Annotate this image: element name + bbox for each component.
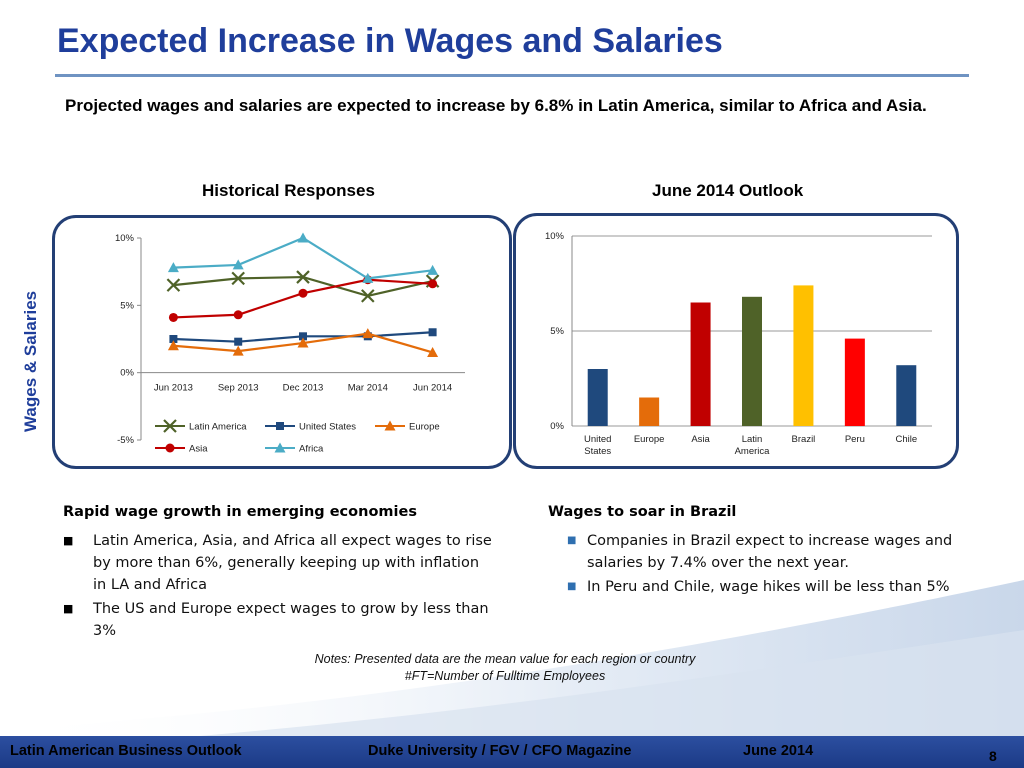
x-tick-label: Brazil bbox=[792, 434, 816, 445]
legend-marker bbox=[163, 419, 177, 433]
outlook-chart-panel: 10% 5% 0% United States Europe Asia Latin Americ… bbox=[513, 213, 959, 469]
legend-item: Asia bbox=[155, 443, 208, 455]
data-point bbox=[297, 337, 309, 348]
legend-marker bbox=[276, 422, 284, 430]
title-divider bbox=[55, 74, 969, 77]
data-point bbox=[232, 259, 244, 270]
data-point bbox=[299, 332, 307, 341]
x-tick-label: Latin America bbox=[735, 434, 771, 457]
legend-label: Latin America bbox=[189, 422, 247, 433]
series-line bbox=[173, 278, 433, 319]
legend-marker bbox=[165, 443, 175, 453]
series-europe bbox=[167, 328, 439, 357]
data-point bbox=[296, 270, 310, 284]
legend-label: Europe bbox=[409, 422, 440, 433]
data-point bbox=[234, 337, 243, 346]
slide-subtitle: Projected wages and salaries are expecte… bbox=[65, 96, 927, 115]
bar-brazil bbox=[793, 285, 814, 426]
legend-item: Latin America bbox=[155, 419, 247, 433]
y-axis-side-label: Wages & Salaries bbox=[21, 290, 40, 432]
y-tick-label: 10% bbox=[115, 233, 135, 244]
data-point bbox=[362, 328, 374, 339]
legend-label: Asia bbox=[189, 444, 208, 455]
page-number: 8 bbox=[989, 748, 997, 764]
legend-marker bbox=[384, 420, 396, 431]
y-tick-label: 5% bbox=[120, 300, 134, 311]
right-bullet-list: ■ Companies in Brazil expect to increase … bbox=[567, 530, 977, 600]
slide-title: Expected Increase in Wages and Salaries bbox=[57, 22, 723, 60]
legend: Latin America United States Europe Asia Afri… bbox=[155, 419, 440, 455]
x-tick-label: Asia bbox=[691, 434, 710, 445]
data-point bbox=[362, 272, 374, 283]
x-tick-label: United States bbox=[584, 434, 611, 457]
decorative-wave bbox=[0, 580, 1024, 740]
bar-asia bbox=[690, 302, 711, 426]
x-tick-label: Jun 2014 bbox=[413, 383, 452, 394]
footer-center-text: Duke University / FGV / CFO Magazine bbox=[368, 743, 632, 759]
data-point bbox=[297, 232, 309, 243]
legend-label: United States bbox=[299, 422, 356, 433]
y-tick-label: 10% bbox=[545, 231, 565, 242]
x-tick-label: Peru bbox=[845, 434, 865, 445]
left-column-heading: Rapid wage growth in emerging economies bbox=[63, 504, 417, 520]
list-item: ■ In Peru and Chile, wage hikes will be l… bbox=[567, 579, 950, 595]
x-tick-label: Chile bbox=[895, 434, 917, 445]
bar-chile bbox=[896, 365, 917, 426]
data-point bbox=[232, 345, 244, 356]
outlook-chart-title: June 2014 Outlook bbox=[652, 181, 804, 200]
x-tick-label: Mar 2014 bbox=[348, 383, 388, 394]
footer-date: June 2014 bbox=[743, 743, 814, 759]
left-bullet-list: ■ Latin America, Asia, and Africa all exp… bbox=[63, 530, 493, 644]
data-point bbox=[298, 288, 308, 298]
legend-marker bbox=[274, 442, 286, 453]
y-tick-label: 0% bbox=[120, 368, 134, 379]
bar-peru bbox=[844, 338, 865, 426]
notes-line-1: Notes: Presented data are the mean value… bbox=[314, 652, 696, 666]
y-tick-label: 0% bbox=[550, 421, 564, 432]
bar-latin-america bbox=[742, 296, 762, 426]
data-point bbox=[167, 262, 179, 273]
historical-chart-panel: 10% 5% 0% -5% Jun 2013 Sep 2013 Dec 2013 Mar 20… bbox=[52, 215, 512, 469]
data-point bbox=[427, 346, 439, 357]
data-point bbox=[168, 312, 178, 322]
data-point bbox=[428, 328, 437, 337]
x-tick-label: Europe bbox=[634, 434, 665, 445]
data-point bbox=[167, 340, 179, 351]
data-point bbox=[428, 279, 438, 289]
right-column-heading: Wages to soar in Brazil bbox=[548, 504, 737, 520]
data-point bbox=[427, 264, 439, 275]
list-item: ■ The US and Europe expect wages to grow … bbox=[63, 601, 489, 639]
legend-item: Africa bbox=[265, 442, 324, 455]
legend-item: United States bbox=[265, 422, 356, 433]
series-line bbox=[173, 236, 433, 280]
data-point bbox=[169, 335, 178, 343]
data-point bbox=[361, 289, 375, 303]
x-tick-label: Jun 2013 bbox=[154, 383, 193, 394]
legend-label: Africa bbox=[299, 444, 324, 455]
notes-line-2: #FT=Number of Fulltime Employees bbox=[404, 669, 606, 683]
historical-chart-title: Historical Responses bbox=[202, 181, 375, 200]
x-tick-label: Dec 2013 bbox=[283, 383, 324, 394]
x-tick-label: Sep 2013 bbox=[218, 383, 259, 394]
data-point bbox=[233, 310, 243, 320]
footer-left-text: Latin American Business Outlook bbox=[10, 743, 242, 759]
y-tick-label: -5% bbox=[117, 435, 134, 446]
bar-united-states bbox=[587, 369, 608, 426]
list-item: ■ Latin America, Asia, and Africa all exp… bbox=[63, 533, 492, 593]
outlook-bar-chart: 10% 5% 0% United States Europe Asia Latin Americ… bbox=[545, 231, 932, 457]
data-point bbox=[231, 271, 245, 286]
legend-item: Europe bbox=[375, 420, 440, 433]
bar-europe bbox=[639, 397, 660, 426]
historical-line-chart: 10% 5% 0% -5% Jun 2013 Sep 2013 Dec 2013 Mar 20… bbox=[115, 232, 465, 455]
series-africa bbox=[167, 232, 439, 283]
list-item: ■ Companies in Brazil expect to increase … bbox=[567, 533, 953, 571]
footer-bar bbox=[0, 736, 1024, 768]
data-point bbox=[166, 278, 181, 292]
y-tick-label: 5% bbox=[550, 326, 564, 337]
